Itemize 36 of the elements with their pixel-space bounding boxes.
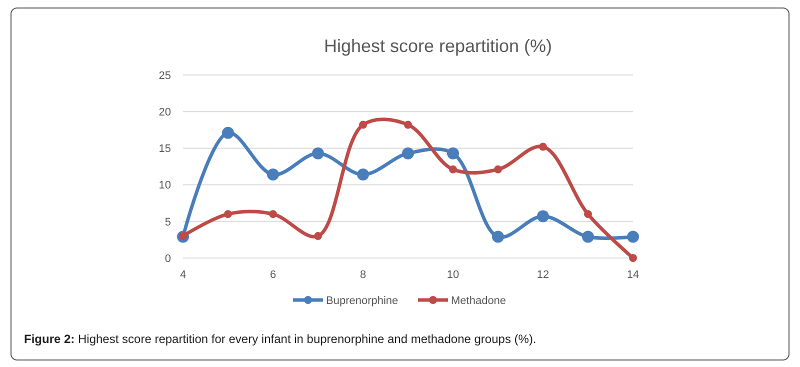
point [312,147,324,160]
x-tick-label: 4 [180,269,186,281]
x-tick-label: 10 [446,269,460,281]
point [269,210,277,218]
caption: Figure 2: Highest score repartition for every infant in buprenorphine and methadone groups (%). [24,332,536,346]
point [584,210,592,218]
x-tick-label: 12 [536,269,550,281]
y-tick-label: 20 [158,106,171,118]
point [314,232,322,240]
point [222,126,234,139]
point [492,230,504,243]
y-tick-label: 10 [158,180,171,192]
point [627,230,639,243]
point [447,147,459,160]
point [402,147,414,160]
point [539,142,547,151]
point [267,168,279,181]
y-tick-label: 15 [158,143,171,156]
y-tick-label: 25 [158,70,171,82]
x-tick-label: 6 [270,269,276,281]
point [582,230,594,243]
point [537,210,549,222]
point [359,120,367,129]
x-tick-label: 14 [626,269,640,281]
point [224,210,232,218]
point [449,165,457,174]
chart-title: Highest score repartition (%) [324,36,552,56]
point [404,120,412,129]
point [494,165,502,174]
y-tick-label: 5 [164,216,171,228]
legend-label: Buprenorphine [326,294,398,307]
y-tick-label: 0 [164,252,171,265]
x-tick-label: 8 [360,269,366,281]
legend-label: Methadone [451,294,506,307]
point [357,168,369,181]
point [629,254,637,262]
